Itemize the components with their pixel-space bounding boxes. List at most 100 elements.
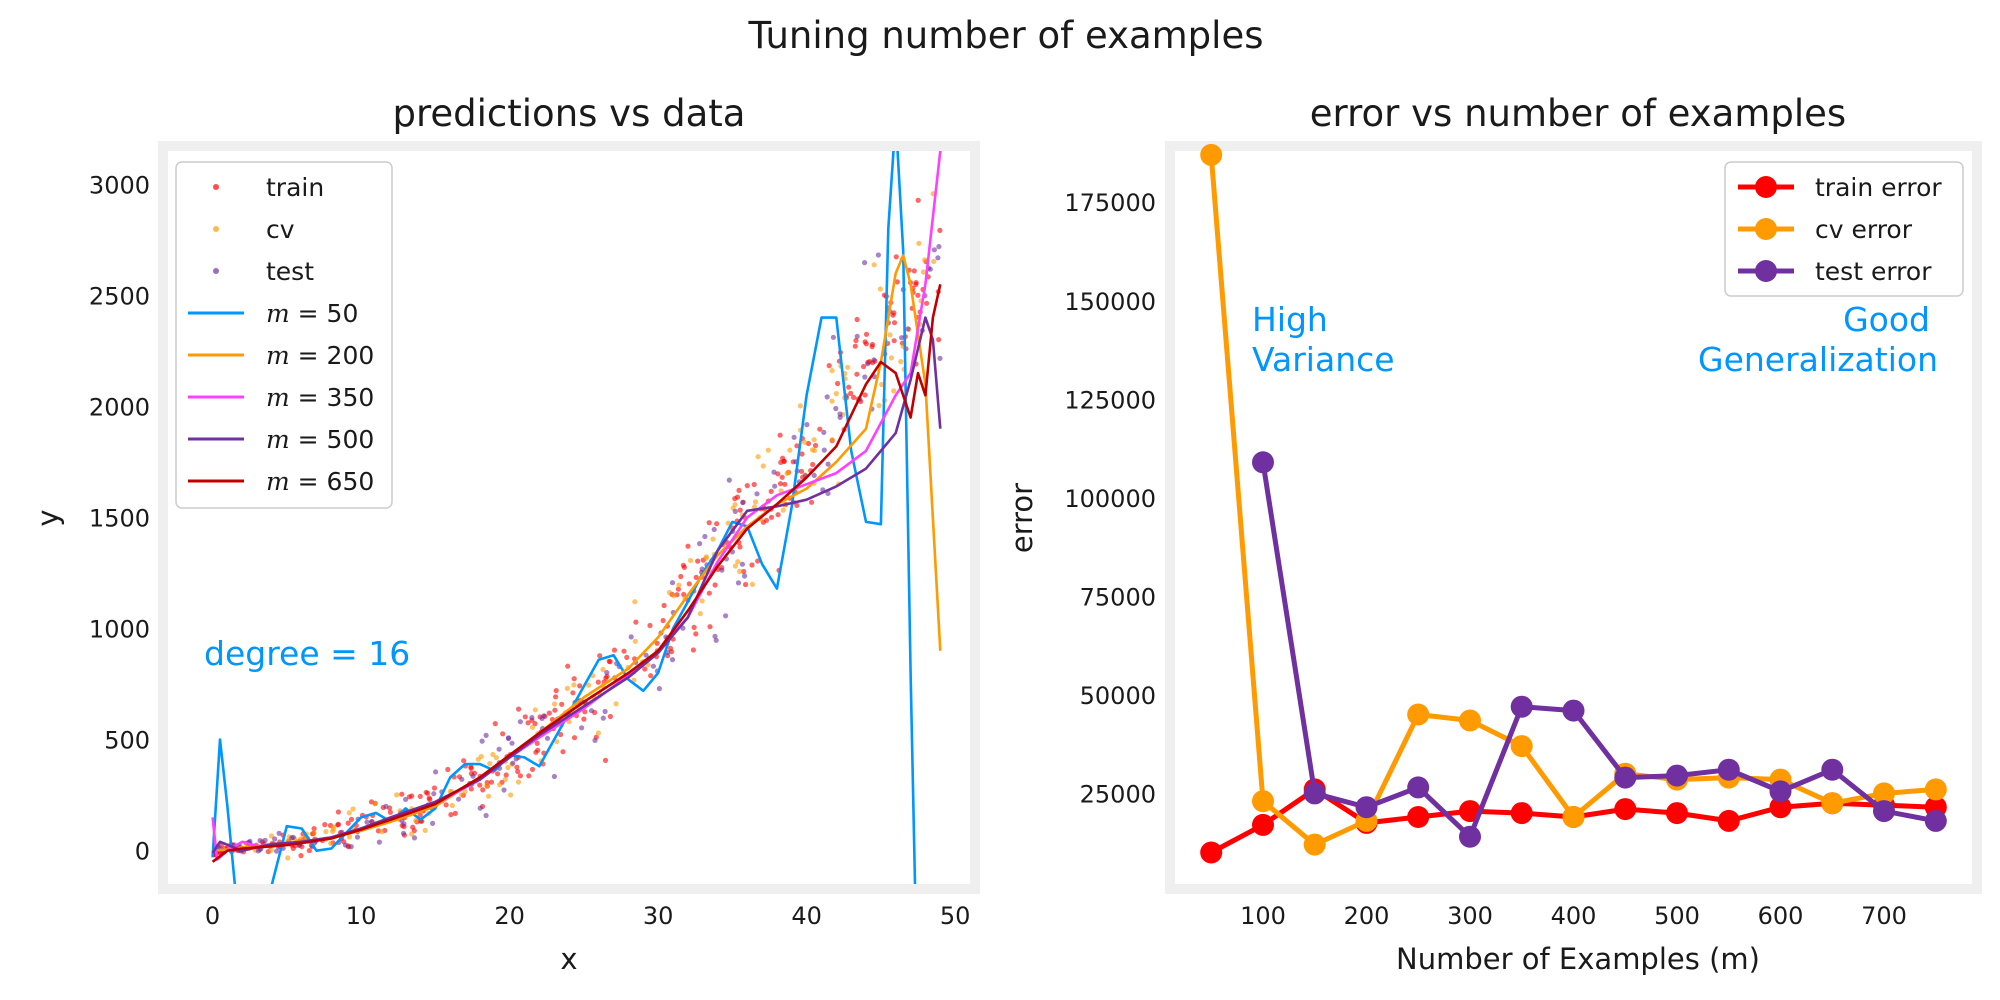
train-point — [706, 520, 712, 526]
left-x-tick-label: 50 — [940, 902, 971, 930]
test-point — [791, 434, 797, 440]
train-point — [744, 483, 750, 489]
test-point — [726, 477, 732, 483]
cv-point — [699, 598, 705, 604]
test-point — [702, 533, 708, 540]
train-point — [681, 564, 688, 571]
train-point — [852, 343, 858, 349]
left-legend-box — [175, 161, 393, 509]
right-y-tick-label: 175000 — [1064, 189, 1156, 217]
train-error-point — [1200, 841, 1223, 864]
test-point — [509, 740, 515, 746]
cv-point — [811, 447, 818, 454]
left-y-tick-label: 1500 — [89, 505, 150, 533]
train-point — [445, 766, 451, 773]
test-point — [732, 508, 738, 514]
train-point — [492, 721, 498, 727]
cv-point — [493, 755, 499, 761]
left-x-tick-label: 30 — [643, 902, 674, 930]
cv-point — [487, 761, 493, 767]
cv-point — [394, 792, 400, 798]
cv-point — [811, 437, 817, 443]
cv-point — [833, 391, 839, 397]
left-x-tick-label: 20 — [494, 902, 525, 930]
right-y-axis-label: error — [1005, 483, 1039, 553]
right-x-tick-label: 500 — [1654, 902, 1700, 930]
cv-point — [916, 240, 922, 246]
cv-point — [285, 855, 291, 861]
cv-point — [732, 563, 739, 569]
test-point — [411, 835, 418, 841]
legend-train-label: train — [266, 173, 324, 202]
test-point — [544, 735, 551, 741]
test-point — [604, 670, 610, 676]
train-point — [642, 666, 648, 672]
left-y-tick-label: 1000 — [89, 616, 150, 644]
test-point — [713, 637, 719, 643]
test-point — [837, 411, 843, 417]
train-point — [810, 461, 816, 468]
test-point — [871, 357, 877, 363]
train-point — [495, 771, 501, 777]
test-point — [383, 803, 389, 810]
cv-error-point — [1407, 703, 1430, 726]
train-point — [410, 824, 416, 830]
cv-point — [787, 447, 793, 453]
cv-point — [564, 685, 571, 692]
train-point — [777, 432, 783, 438]
train-point — [915, 292, 921, 298]
train-point — [399, 791, 405, 797]
left-y-tick-label: 2500 — [89, 282, 150, 310]
legend-train-marker — [213, 184, 219, 190]
train-point — [529, 766, 536, 773]
cv-point — [829, 398, 835, 404]
cv-error-point — [1252, 790, 1274, 813]
train-point — [846, 384, 852, 390]
cv-point — [666, 589, 673, 596]
legend-cv-label: cv — [266, 215, 295, 244]
test-point — [931, 247, 938, 253]
cv-error-point — [1510, 735, 1533, 758]
test-point — [821, 429, 827, 435]
train-point — [565, 663, 571, 669]
cv-point — [888, 355, 895, 361]
cv-error-point — [1562, 806, 1585, 828]
train-point — [503, 772, 509, 778]
cv-point — [449, 802, 455, 809]
legend-line-1-label: m = 200 — [266, 341, 374, 370]
legend-cv-marker — [213, 226, 219, 232]
train-point — [851, 394, 857, 400]
left-x-ticks: 0 10 20 30 40 50 — [205, 902, 971, 930]
train-point — [559, 701, 565, 707]
cv-point — [372, 801, 378, 807]
cv-point — [671, 593, 677, 599]
cv-point — [268, 833, 275, 839]
legend-cv-error-marker — [1755, 218, 1777, 240]
test-point — [711, 526, 717, 533]
test-point — [825, 461, 831, 467]
cv-point — [879, 381, 885, 388]
test-point — [496, 746, 502, 752]
test-point — [905, 326, 911, 332]
test-point — [551, 773, 558, 780]
test-point — [628, 634, 634, 640]
train-error-point — [1614, 798, 1637, 821]
test-point — [739, 561, 746, 567]
test-point — [342, 842, 349, 848]
test-point — [257, 838, 263, 844]
test-point — [459, 776, 465, 782]
test-point — [376, 839, 382, 845]
test-point — [875, 252, 882, 258]
cv-point — [732, 502, 738, 508]
cv-point — [891, 388, 897, 394]
test-point — [479, 738, 485, 744]
train-point — [488, 779, 495, 785]
train-point — [604, 673, 610, 680]
test-point — [656, 686, 663, 692]
train-point — [348, 816, 355, 823]
cv-point — [845, 364, 851, 370]
train-point — [751, 481, 757, 488]
cv-point — [346, 810, 352, 816]
cv-error-point — [1200, 143, 1223, 166]
test-point — [650, 663, 657, 669]
